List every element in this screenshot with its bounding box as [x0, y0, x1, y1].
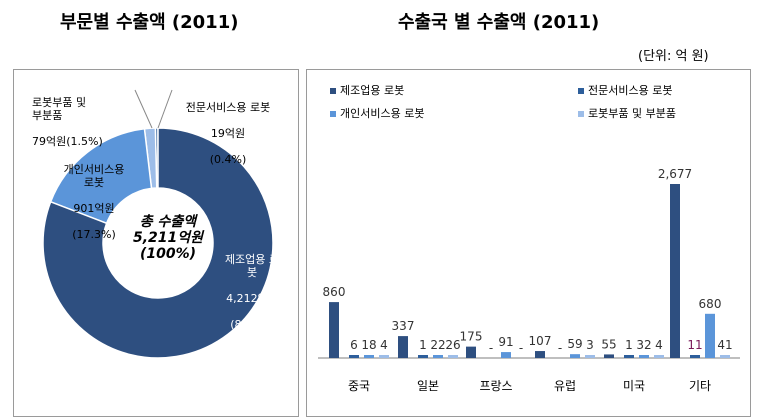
bar-personal-5 [705, 313, 715, 358]
slice-manufacturing [42, 127, 274, 359]
legend-swatch [578, 88, 584, 94]
data-label-parts-1: 26 [445, 338, 460, 352]
data-label-manufacturing-3: 107 [529, 334, 552, 348]
slice-value: 19억원 [210, 127, 246, 140]
data-label-professional-1: 1 [419, 338, 427, 352]
data-label-manufacturing-2: 175 [460, 330, 483, 344]
bar-manufacturing-2 [466, 346, 476, 358]
data-label-personal-5: 680 [699, 297, 722, 311]
bar-professional-0 [349, 355, 359, 358]
bar-parts-0 [379, 355, 389, 358]
data-label-parts-3: 3 [586, 338, 594, 352]
slice-value: 901억원 [73, 202, 115, 215]
data-label-manufacturing-4: 55 [601, 337, 616, 351]
category-label-1: 일본 [417, 379, 439, 393]
bar-personal-2 [501, 352, 511, 358]
slice-personal [49, 127, 153, 225]
data-label-parts-2: - [519, 341, 523, 355]
legend-manufacturing: 제조업용 로봇 [330, 82, 404, 98]
category-label-4: 미국 [623, 379, 645, 393]
bar-personal-0 [364, 355, 374, 358]
leader-line-parts [134, 89, 153, 129]
data-label-personal-0: 18 [361, 338, 376, 352]
category-label-3: 유럽 [554, 379, 576, 393]
slice-name: 제조업용 로봇 [224, 253, 280, 279]
slice-value: 4,212억원 [226, 292, 278, 305]
legend-label: 전문서비스용 로봇 [588, 84, 673, 97]
legend-personal: 개인서비스용 로봇 [330, 105, 424, 121]
bar-manufacturing-0 [329, 302, 339, 358]
data-label-professional-4: 1 [625, 338, 633, 352]
unit-label: (단위: 억 원) [638, 49, 709, 64]
legend-swatch [578, 111, 584, 117]
data-label-manufacturing-0: 860 [323, 285, 346, 299]
data-label-manufacturing-1: 337 [392, 319, 415, 333]
slice-name: 개인서비스용 로봇 [63, 163, 125, 189]
category-label-5: 기타 [689, 379, 711, 393]
leader-line-professional [157, 89, 173, 129]
center-line-1: 총 수출액 [139, 214, 197, 230]
bar-professional-1 [418, 355, 428, 358]
pie-chart-title: 부문별 수출액 (2011) [60, 12, 239, 33]
data-label-personal-4: 32 [636, 338, 651, 352]
slice-value: 79억원(1.5%) [32, 135, 103, 148]
data-label-personal-1: 22 [430, 338, 445, 352]
center-line-2: 5,211억원 [132, 230, 204, 246]
slice-label-personal: 개인서비스용 로봇 901억원 (17.3%) [54, 150, 134, 254]
legend-swatch [330, 111, 336, 117]
bar-manufacturing-4 [604, 354, 614, 358]
legend-professional: 전문서비스용 로봇 [578, 82, 672, 98]
slice-percent: (80.8%) [230, 318, 274, 331]
bar-manufacturing-1 [398, 336, 408, 358]
data-label-personal-2: 91 [498, 335, 513, 349]
bar-parts-4 [654, 355, 664, 358]
slice-percent: (0.4%) [209, 153, 247, 166]
data-label-professional-5: 11 [687, 338, 702, 352]
bar-manufacturing-5 [670, 184, 680, 358]
data-label-manufacturing-5: 2,677 [658, 167, 692, 181]
data-label-professional-2: - [489, 341, 493, 355]
bar-parts-3 [585, 355, 595, 358]
bar-professional-5 [690, 355, 700, 358]
data-label-parts-4: 4 [655, 338, 663, 352]
donut-center-label: 총 수출액 5,211억원 (100%) [118, 214, 218, 262]
slice-label-professional: 전문서비스용 로봇 19억원 (0.4%) [168, 88, 288, 179]
data-label-personal-3: 59 [567, 337, 582, 351]
center-line-3: (100%) [139, 246, 197, 262]
data-label-professional-0: 6 [350, 338, 358, 352]
bar-parts-1 [448, 355, 458, 358]
legend-swatch [330, 88, 336, 94]
slice-percent: (17.3%) [72, 228, 116, 241]
legend-label: 제조업용 로봇 [340, 84, 405, 97]
legend-label: 개인서비스용 로봇 [340, 107, 425, 120]
category-label-2: 프랑스 [479, 379, 512, 393]
bar-chart-title: 수출국 별 수출액 (2011) [398, 12, 600, 33]
bar-personal-3 [570, 354, 580, 358]
legend-label: 로봇부품 및 부분품 [588, 107, 676, 120]
legend-parts: 로봇부품 및 부분품 [578, 105, 676, 121]
data-label-parts-5: 41 [717, 338, 732, 352]
slice-name: 전문서비스용 로봇 [185, 101, 271, 114]
slice-name: 로봇부품 및 부분품 [32, 96, 87, 122]
slice-label-parts: 로봇부품 및 부분품 79억원(1.5%) [32, 83, 132, 161]
slice-label-manufacturing: 제조업용 로봇 4,212억원 (80.8%) [214, 240, 290, 344]
data-label-professional-3: - [558, 341, 562, 355]
bar-professional-4 [624, 355, 634, 358]
bar-manufacturing-3 [535, 351, 545, 358]
data-label-parts-0: 4 [380, 338, 388, 352]
bar-parts-5 [720, 355, 730, 358]
bar-personal-1 [433, 355, 443, 358]
category-label-0: 중국 [348, 379, 370, 393]
bar-personal-4 [639, 355, 649, 358]
